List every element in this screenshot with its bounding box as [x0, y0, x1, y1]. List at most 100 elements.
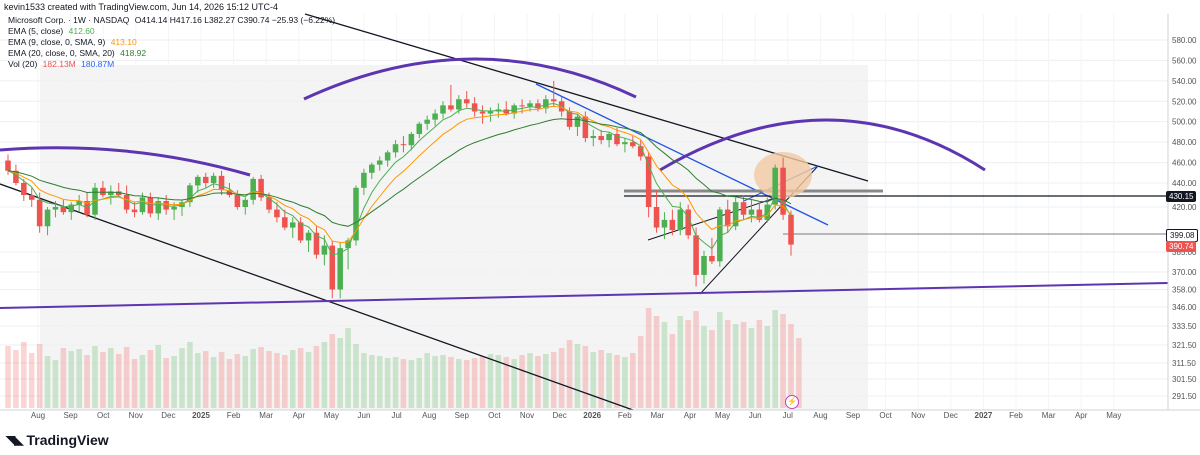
candle-body: [574, 116, 581, 127]
candle-body: [210, 175, 217, 183]
candle-body: [519, 105, 525, 107]
ema5-row[interactable]: EMA (5, close) 412.60: [8, 26, 335, 37]
volume-bar: [519, 355, 525, 408]
blue-descending-line: [535, 83, 829, 226]
candle-body: [60, 207, 67, 213]
candle-body: [598, 136, 604, 141]
lightning-icon[interactable]: ⚡: [785, 395, 799, 409]
volume-bar: [321, 342, 328, 408]
candle-body: [701, 256, 707, 275]
candle-body: [748, 209, 755, 215]
x-tick-label: Mar: [259, 411, 273, 420]
x-tick-label: Nov: [129, 411, 143, 420]
volume-bar: [28, 353, 35, 408]
candle-body: [361, 172, 367, 188]
volume-bar: [384, 358, 391, 408]
candle-body: [550, 99, 557, 102]
candle-body: [709, 256, 715, 262]
volume-bar: [353, 344, 359, 408]
x-tick-label: Jul: [783, 411, 793, 420]
volume-value-1: 182.13M: [42, 59, 76, 69]
candle-body: [724, 209, 731, 227]
candle-body: [5, 160, 11, 171]
x-tick-label: 2026: [583, 411, 601, 420]
volume-bar: [543, 354, 549, 408]
candle-body: [732, 202, 739, 227]
ema9-row[interactable]: EMA (9, close, 0, SMA, 9) 413.10: [8, 37, 335, 48]
volume-bar: [511, 359, 517, 408]
ema-line: [7, 118, 792, 227]
candle-body: [756, 209, 763, 220]
candle-body: [131, 209, 138, 213]
volume-label: Vol (20): [8, 59, 38, 69]
volume-bar: [590, 352, 597, 408]
ema-line: [7, 105, 792, 244]
volume-bar: [258, 347, 264, 408]
y-tick-label: 301.50: [1172, 375, 1197, 384]
symbol-label: Microsoft Corp. · 1W · NASDAQ: [8, 15, 130, 25]
candle-body: [258, 178, 264, 198]
candle-body: [582, 116, 589, 139]
y-tick-label: 480.00: [1172, 138, 1197, 147]
volume-bar: [669, 334, 676, 408]
volume-row[interactable]: Vol (20) 182.13M 180.87M: [8, 59, 335, 70]
volume-bar: [677, 316, 684, 408]
candle-body: [661, 219, 668, 228]
candle-body: [471, 103, 478, 112]
volume-bar: [234, 354, 241, 408]
volume-bar: [392, 357, 399, 408]
candle-body: [313, 232, 320, 255]
volume-bar: [202, 351, 209, 408]
x-tick-label: Nov: [520, 411, 534, 420]
volume-bar: [550, 352, 557, 408]
x-tick-label: Jul: [391, 411, 401, 420]
y-tick-label: 311.50: [1172, 359, 1196, 368]
volume-bar: [139, 355, 146, 408]
candle-body: [677, 209, 684, 231]
candle-body: [139, 197, 146, 213]
candle-body: [408, 133, 415, 146]
y-tick-label: 346.00: [1172, 303, 1197, 312]
volume-bar: [724, 320, 731, 408]
volume-bar: [503, 357, 510, 408]
volume-bar: [36, 344, 43, 408]
y-tick-label: 520.00: [1172, 97, 1197, 106]
volume-bar: [5, 346, 11, 408]
range-highlight: [40, 65, 868, 410]
x-tick-label: Feb: [1009, 411, 1023, 420]
volume-bar: [527, 353, 533, 408]
candle-body: [36, 199, 43, 227]
horizontal-support-line: [0, 282, 1169, 309]
volume-bar: [266, 351, 272, 408]
volume-bar: [187, 342, 193, 408]
volume-bar: [250, 349, 256, 408]
candle-body: [456, 99, 462, 110]
volume-bar: [60, 348, 67, 408]
volume-bar: [44, 356, 51, 408]
candle-body: [68, 204, 75, 213]
ema9-label: EMA (9, close, 0, SMA, 9): [8, 37, 106, 47]
candle-body: [337, 248, 343, 290]
price-label-430: 430.15: [1166, 191, 1197, 202]
volume-bar: [210, 357, 217, 408]
candle-body: [115, 191, 122, 195]
volume-bar: [479, 356, 486, 408]
volume-bar: [242, 356, 249, 408]
volume-bar: [622, 357, 628, 408]
candle-body: [392, 144, 399, 153]
candle-body: [234, 195, 241, 207]
volume-bar: [582, 346, 589, 408]
tradingview-logo[interactable]: ◥◣ TradingView: [6, 432, 109, 448]
x-tick-label: Oct: [488, 411, 501, 420]
ema20-row[interactable]: EMA (20, close, 0, SMA, 20) 418.92: [8, 48, 335, 59]
candle-body: [123, 195, 130, 210]
volume-bar: [788, 324, 794, 408]
volume-bar: [495, 355, 502, 408]
y-tick-label: 291.50: [1172, 392, 1197, 401]
volume-bar: [52, 360, 59, 408]
x-tick-label: Oct: [879, 411, 892, 420]
volume-bar: [163, 358, 169, 408]
candle-body: [28, 195, 35, 200]
volume-bar: [345, 328, 351, 408]
